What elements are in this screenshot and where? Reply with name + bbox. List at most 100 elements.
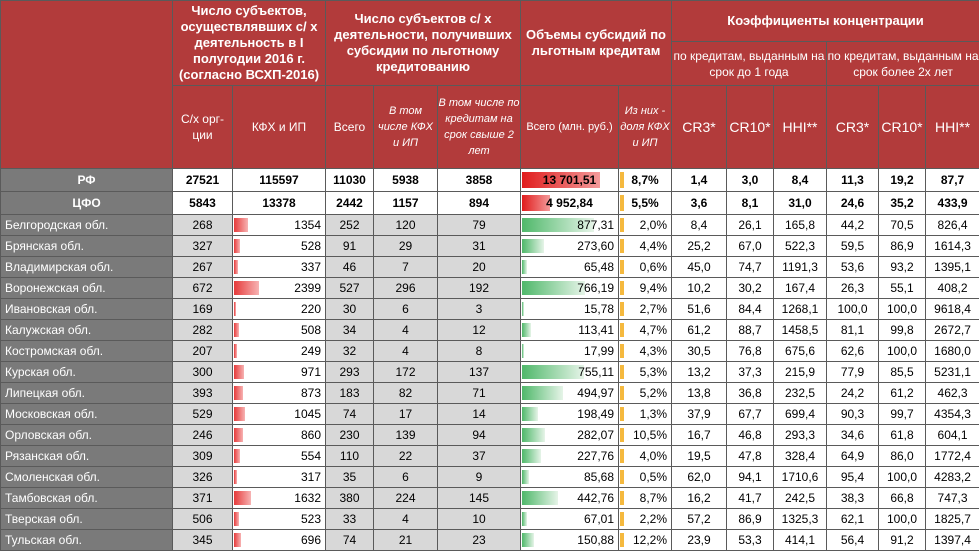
table-cell[interactable]: 37,9 (671, 403, 727, 425)
table-cell[interactable]: 14 (437, 403, 521, 425)
table-cell[interactable]: 1632 (232, 487, 326, 509)
table-cell[interactable]: 268 (172, 214, 233, 236)
table-cell[interactable]: 1354 (232, 214, 326, 236)
table-cell[interactable]: 41,7 (726, 487, 774, 509)
table-cell[interactable]: 53,6 (826, 256, 879, 278)
table-cell[interactable]: 13378 (232, 191, 326, 215)
table-cell[interactable]: 1772,4 (924, 445, 979, 467)
table-cell[interactable]: 282 (172, 319, 233, 341)
table-cell[interactable]: 56,4 (826, 529, 879, 551)
table-cell[interactable]: 61,8 (878, 424, 926, 446)
table-cell[interactable]: 100,0 (878, 466, 926, 488)
table-cell[interactable]: 826,4 (924, 214, 979, 236)
table-cell[interactable]: 4 (373, 319, 438, 341)
table-cell[interactable]: 44,2 (826, 214, 879, 236)
table-cell[interactable]: 77,9 (826, 361, 879, 383)
table-cell[interactable]: 87,7 (924, 168, 979, 192)
table-cell[interactable]: 252 (325, 214, 374, 236)
table-cell[interactable]: 100,0 (826, 298, 879, 320)
table-cell[interactable]: 1,4 (671, 168, 727, 192)
table-cell[interactable]: 1680,0 (924, 340, 979, 362)
table-cell[interactable]: 554 (232, 445, 326, 467)
table-cell[interactable]: 293,3 (773, 424, 827, 446)
table-cell[interactable]: 2442 (325, 191, 374, 215)
table-cell[interactable]: 3,6 (671, 191, 727, 215)
table-cell[interactable]: 2,2% (618, 508, 672, 530)
table-cell[interactable]: 24,6 (826, 191, 879, 215)
table-cell[interactable]: 46,8 (726, 424, 774, 446)
table-cell[interactable]: 8,4 (671, 214, 727, 236)
table-cell[interactable]: 877,31 (520, 214, 619, 236)
table-cell[interactable]: 47,8 (726, 445, 774, 467)
table-cell[interactable]: 215,9 (773, 361, 827, 383)
table-cell[interactable]: 30,2 (726, 277, 774, 299)
table-cell[interactable]: 23 (437, 529, 521, 551)
table-cell[interactable]: 16,2 (671, 487, 727, 509)
table-cell[interactable]: 145 (437, 487, 521, 509)
table-cell[interactable]: 337 (232, 256, 326, 278)
table-cell[interactable]: 86,9 (726, 508, 774, 530)
table-cell[interactable]: 65,48 (520, 256, 619, 278)
table-cell[interactable]: 10,5% (618, 424, 672, 446)
table-cell[interactable]: 1325,3 (773, 508, 827, 530)
table-cell[interactable]: 317 (232, 466, 326, 488)
table-cell[interactable]: 35 (325, 466, 374, 488)
table-cell[interactable]: 61,2 (878, 382, 926, 404)
table-cell[interactable]: 192 (437, 277, 521, 299)
table-cell[interactable]: 672 (172, 277, 233, 299)
table-cell[interactable]: 172 (373, 361, 438, 383)
table-cell[interactable]: 8,7% (618, 168, 672, 192)
table-cell[interactable]: 45,0 (671, 256, 727, 278)
table-cell[interactable]: 207 (172, 340, 233, 362)
table-cell[interactable]: 110 (325, 445, 374, 467)
table-cell[interactable]: 755,11 (520, 361, 619, 383)
table-cell[interactable]: 1710,6 (773, 466, 827, 488)
table-cell[interactable]: 232,5 (773, 382, 827, 404)
table-cell[interactable]: 167,4 (773, 277, 827, 299)
table-cell[interactable]: 675,6 (773, 340, 827, 362)
table-cell[interactable]: 747,3 (924, 487, 979, 509)
table-cell[interactable]: 35,2 (878, 191, 926, 215)
table-cell[interactable]: 88,7 (726, 319, 774, 341)
table-cell[interactable]: 100,0 (878, 298, 926, 320)
table-cell[interactable]: 10 (437, 508, 521, 530)
table-cell[interactable]: 873 (232, 382, 326, 404)
table-cell[interactable]: 5843 (172, 191, 233, 215)
table-cell[interactable]: 380 (325, 487, 374, 509)
table-cell[interactable]: 81,1 (826, 319, 879, 341)
table-cell[interactable]: 371 (172, 487, 233, 509)
table-cell[interactable]: 86,0 (878, 445, 926, 467)
table-cell[interactable]: 94 (437, 424, 521, 446)
table-cell[interactable]: 5,3% (618, 361, 672, 383)
table-cell[interactable]: 4354,3 (924, 403, 979, 425)
table-cell[interactable]: 766,19 (520, 277, 619, 299)
table-cell[interactable]: 12 (437, 319, 521, 341)
table-cell[interactable]: 8,1 (726, 191, 774, 215)
table-cell[interactable]: 242,5 (773, 487, 827, 509)
table-cell[interactable]: 528 (232, 235, 326, 257)
table-cell[interactable]: 183 (325, 382, 374, 404)
table-cell[interactable]: 433,9 (924, 191, 979, 215)
table-cell[interactable]: 169 (172, 298, 233, 320)
table-cell[interactable]: 328,4 (773, 445, 827, 467)
table-cell[interactable]: 27521 (172, 168, 233, 192)
table-cell[interactable]: 529 (172, 403, 233, 425)
table-cell[interactable]: 67,0 (726, 235, 774, 257)
table-cell[interactable]: 19,2 (878, 168, 926, 192)
table-cell[interactable]: 115597 (232, 168, 326, 192)
table-cell[interactable]: 10,2 (671, 277, 727, 299)
table-cell[interactable]: 4,7% (618, 319, 672, 341)
table-cell[interactable]: 70,5 (878, 214, 926, 236)
table-cell[interactable]: 5231,1 (924, 361, 979, 383)
table-cell[interactable]: 71 (437, 382, 521, 404)
table-cell[interactable]: 38,3 (826, 487, 879, 509)
table-cell[interactable]: 345 (172, 529, 233, 551)
table-cell[interactable]: 198,49 (520, 403, 619, 425)
table-cell[interactable]: 508 (232, 319, 326, 341)
table-cell[interactable]: 34,6 (826, 424, 879, 446)
table-cell[interactable]: 2672,7 (924, 319, 979, 341)
table-cell[interactable]: 30 (325, 298, 374, 320)
table-cell[interactable]: 93,2 (878, 256, 926, 278)
table-cell[interactable]: 82 (373, 382, 438, 404)
table-cell[interactable]: 224 (373, 487, 438, 509)
